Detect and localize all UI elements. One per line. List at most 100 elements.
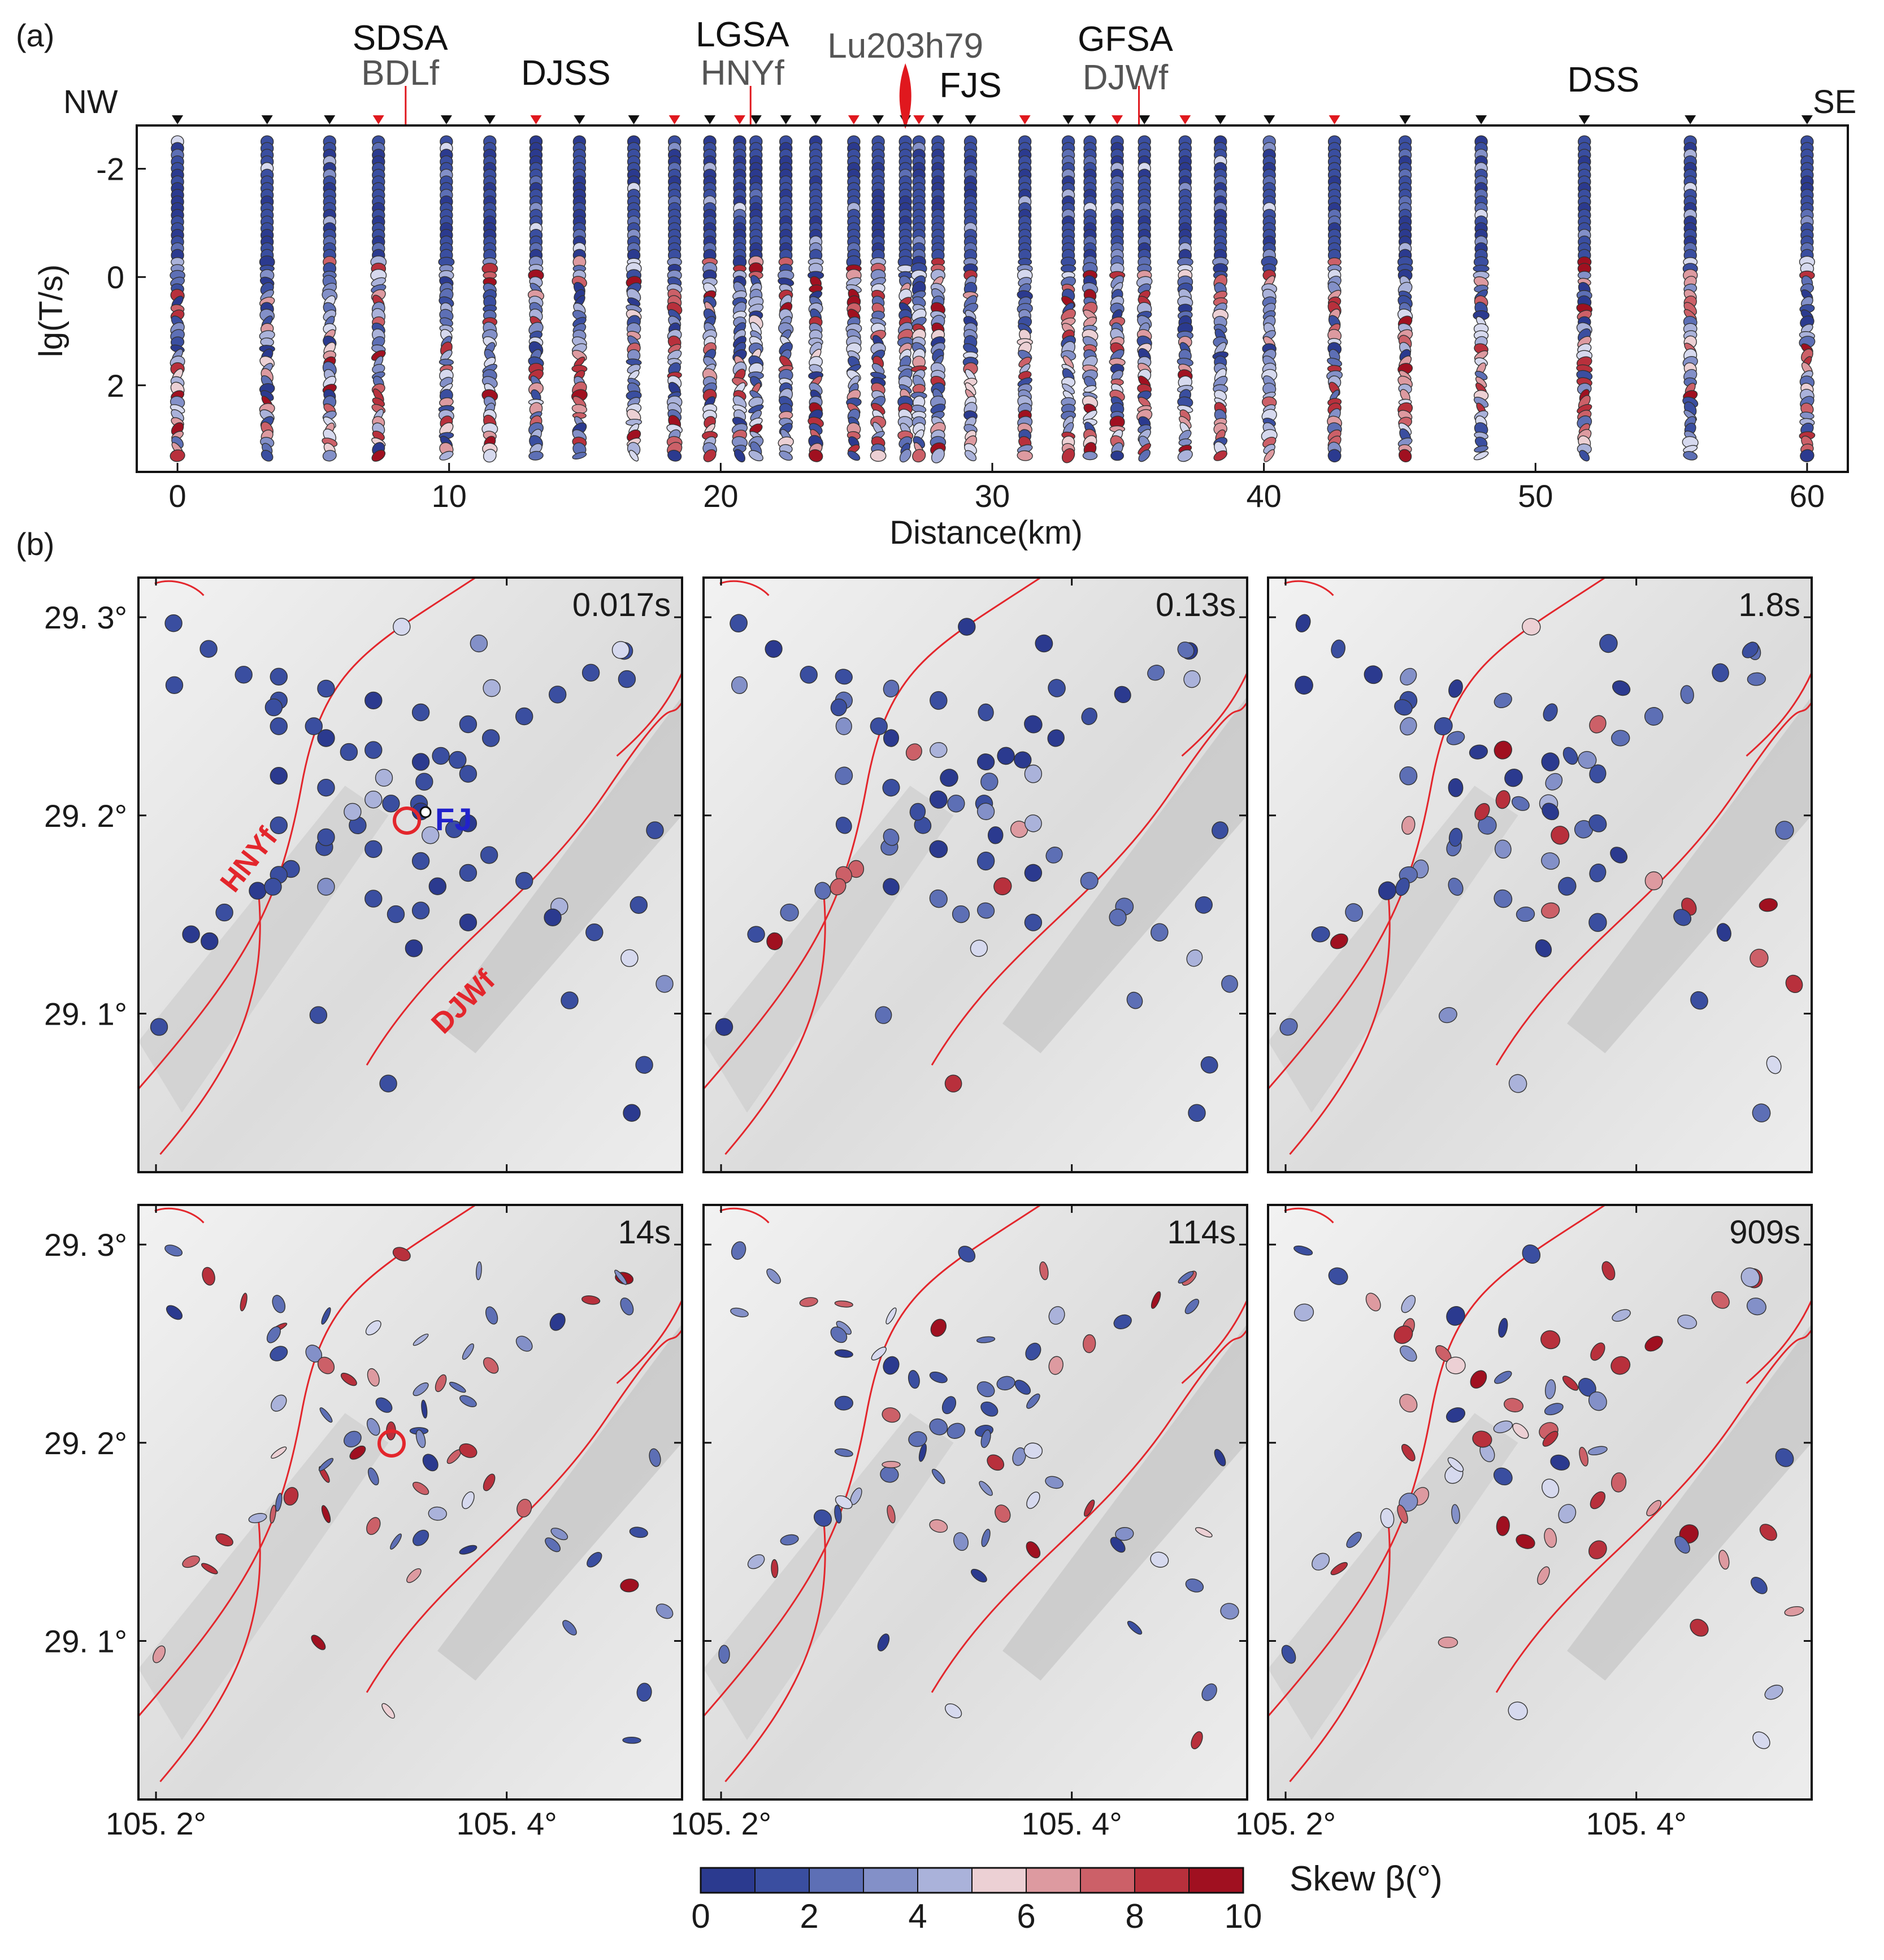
- station-column: [626, 135, 643, 462]
- phase-tensor-ellipse: [1401, 1295, 1416, 1313]
- lat-tick-label: 29. 2°: [44, 1425, 127, 1461]
- phase-tensor-ellipse: [435, 1374, 447, 1393]
- fault-trace: [1267, 1204, 1606, 1717]
- phase-tensor-ellipse: [1711, 1291, 1730, 1309]
- phase-tensor-ellipse: [1498, 1317, 1508, 1338]
- phase-tensor-ellipse: [1759, 898, 1778, 912]
- phase-tensor-ellipse: [1126, 991, 1143, 1009]
- phase-tensor-ellipse: [365, 1320, 381, 1335]
- phase-tensor-ellipse: [270, 1504, 276, 1524]
- phase-tensor-ellipse: [883, 829, 900, 846]
- phase-tensor-ellipse: [1400, 1345, 1417, 1362]
- map-panel: 14s 29. 3° 29. 2° 29. 1° 105. 2° 105. 4°: [44, 1204, 683, 1841]
- phase-tensor-ellipse: [1551, 826, 1570, 845]
- phase-tensor-ellipse: [835, 669, 853, 685]
- panel-a-ylabel: lg(T/s): [33, 264, 70, 357]
- phase-tensor-ellipse: [635, 1056, 653, 1074]
- phase-tensor-ellipse: [1504, 1398, 1523, 1412]
- phase-tensor-ellipse: [462, 1343, 474, 1360]
- phase-tensor-ellipse: [375, 1397, 393, 1413]
- station-marker: [1019, 115, 1031, 124]
- ridge-shade: [704, 786, 954, 1113]
- phase-tensor-ellipse: [996, 1376, 1015, 1391]
- phase-tensor-ellipse: [981, 1528, 991, 1547]
- lat-tick-label: 29. 3°: [44, 600, 127, 635]
- phase-tensor-ellipse: [550, 1528, 568, 1541]
- phase-tensor-ellipse: [799, 1297, 818, 1307]
- phase-tensor-ellipse: [834, 1300, 853, 1308]
- phase-tensor-ellipse: [1448, 778, 1464, 797]
- station-column: [1136, 135, 1153, 462]
- station-column: [481, 135, 498, 463]
- colorbar-segment: [809, 1867, 864, 1893]
- phase-tensor-ellipse: [261, 449, 274, 462]
- fault-trace: [724, 886, 826, 1155]
- phase-tensor-ellipse: [367, 1368, 380, 1387]
- station-column: [845, 135, 862, 461]
- ridge-shade: [1567, 696, 1812, 1053]
- phase-tensor-ellipse: [1184, 1299, 1200, 1315]
- phase-tensor-ellipse: [413, 1529, 429, 1546]
- phase-tensor-ellipse: [1516, 1534, 1535, 1549]
- phase-tensor-ellipse: [995, 1504, 1011, 1523]
- phase-tensor-ellipse: [847, 450, 861, 461]
- phase-tensor-ellipse: [439, 358, 454, 366]
- phase-tensor-ellipse: [1759, 1524, 1777, 1541]
- phase-tensor-ellipse: [1766, 1056, 1782, 1074]
- phase-tensor-ellipse: [364, 741, 383, 759]
- phase-tensor-ellipse: [1588, 1446, 1608, 1456]
- phase-tensor-ellipse: [835, 766, 853, 785]
- phase-tensor-ellipse: [1378, 881, 1397, 900]
- phase-tensor-ellipse: [459, 864, 477, 882]
- phase-tensor-ellipse: [1399, 766, 1418, 786]
- phase-tensor-ellipse: [1201, 1683, 1217, 1701]
- fault-trace: [1746, 1299, 1813, 1384]
- station-marker: [172, 115, 184, 124]
- phase-tensor-ellipse: [947, 795, 965, 813]
- phase-tensor-ellipse: [835, 717, 852, 735]
- phase-tensor-ellipse: [1512, 1423, 1529, 1439]
- phase-tensor-ellipse: [980, 773, 999, 791]
- phase-tensor-ellipse: [406, 1568, 422, 1583]
- phase-tensor-ellipse: [411, 901, 430, 920]
- lon-tick-label: 105. 4°: [1022, 1806, 1122, 1841]
- x-tick-label: 50: [1518, 478, 1553, 514]
- phase-tensor-ellipse: [947, 1423, 966, 1439]
- phase-tensor-ellipse: [422, 1454, 439, 1472]
- phase-tensor-ellipse: [1494, 740, 1512, 760]
- phase-tensor-ellipse: [620, 1579, 639, 1593]
- fj-well-dot: [419, 806, 432, 818]
- fault-trace: [366, 702, 683, 1066]
- phase-tensor-ellipse: [283, 1487, 299, 1506]
- phase-tensor-ellipse: [771, 1559, 779, 1579]
- phase-tensor-ellipse: [940, 769, 958, 787]
- phase-tensor-ellipse: [164, 1244, 183, 1257]
- phase-tensor-ellipse: [562, 1620, 577, 1636]
- phase-tensor-ellipse: [1220, 1603, 1239, 1620]
- phase-tensor-ellipse: [415, 1429, 426, 1449]
- phase-tensor-ellipse: [1535, 939, 1552, 957]
- phase-tensor-ellipse: [422, 826, 440, 844]
- phase-tensor-ellipse: [317, 1356, 335, 1374]
- phase-tensor-ellipse: [1550, 1454, 1570, 1471]
- phase-tensor-ellipse: [1331, 639, 1345, 658]
- phase-tensor-ellipse: [411, 753, 430, 771]
- lon-tick-label: 105. 4°: [457, 1806, 557, 1841]
- x-tick-label: 0: [169, 478, 186, 514]
- phase-tensor-ellipse: [1558, 1504, 1577, 1524]
- phase-tensor-ellipse: [1399, 1394, 1418, 1413]
- phase-tensor-ellipse: [305, 717, 323, 735]
- station-column: [1682, 135, 1699, 461]
- colorbar-segment: [1026, 1867, 1081, 1893]
- phase-tensor-ellipse: [1279, 1018, 1298, 1036]
- phase-tensor-ellipse: [1610, 1356, 1631, 1375]
- phase-tensor-ellipse: [780, 903, 799, 922]
- phase-tensor-ellipse: [667, 449, 682, 462]
- phase-tensor-ellipse: [908, 1370, 920, 1389]
- phase-tensor-ellipse: [1579, 1446, 1588, 1467]
- phase-tensor-ellipse: [1023, 1442, 1043, 1459]
- map-panel: 1.8s: [1267, 576, 1813, 1173]
- station-marker: [1084, 115, 1096, 124]
- phase-tensor-ellipse: [1543, 703, 1558, 722]
